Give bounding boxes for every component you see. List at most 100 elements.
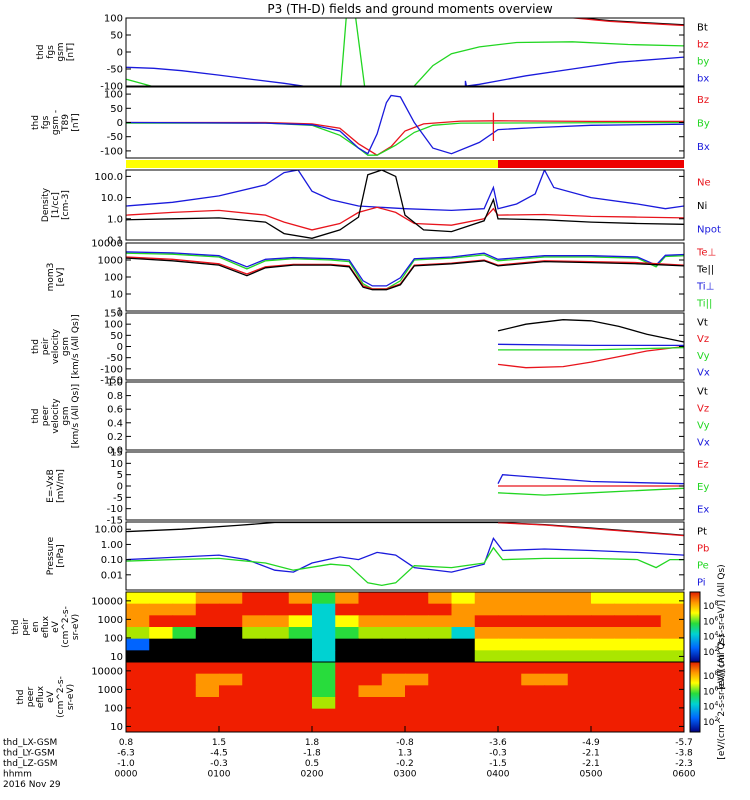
heatmap-cell — [498, 603, 522, 616]
x-axis-value: 1.8 — [305, 738, 320, 748]
y-axis-label: sr-eV) — [66, 684, 76, 710]
panel-9: 10.00 1.00 0.10 0.01 Pressure [nPa] Pt Pb Pe Pi — [46, 521, 709, 591]
heatmap-cell — [242, 662, 267, 675]
y-tick-label: 1000 — [98, 256, 123, 267]
series-line-Bz — [126, 120, 684, 156]
heatmap-cell — [312, 697, 336, 710]
y-tick-label: 0.8 — [107, 391, 123, 402]
heatmap-cell — [288, 720, 313, 732]
heatmap-cell — [381, 638, 406, 651]
heatmap-cell — [195, 650, 220, 662]
heatmap-cell — [591, 627, 615, 640]
heatmap-cell — [312, 708, 336, 721]
heatmap-cell — [567, 673, 592, 686]
heatmap-cell — [498, 685, 522, 698]
heatmap-cell — [288, 662, 313, 675]
legend-entry: bx — [697, 74, 709, 85]
heatmap-cell — [451, 720, 476, 732]
heatmap-cell — [405, 592, 429, 605]
heatmap-cell — [521, 603, 546, 616]
y-tick-label: -10 — [107, 504, 123, 515]
heatmap-cell — [335, 720, 360, 732]
heatmap-cell — [172, 662, 197, 675]
heatmap-cell — [567, 627, 592, 640]
colorbar-tick-exponent: 4 — [714, 631, 718, 638]
y-axis-label: thd — [31, 115, 41, 130]
x-axis-value: 1.5 — [212, 738, 226, 748]
y-tick-label: 10 — [110, 290, 123, 301]
heatmap-cell — [358, 627, 383, 640]
y-tick-label: -50 — [107, 353, 123, 364]
heatmap-cell — [358, 650, 383, 662]
y-axis-label: eV — [46, 690, 56, 703]
colorbar — [689, 591, 701, 663]
heatmap-cell — [219, 592, 243, 605]
heatmap-cell — [149, 638, 174, 651]
y-axis-label: Pressure — [46, 536, 56, 575]
heatmap-cell — [172, 720, 197, 732]
heatmap-cell — [567, 685, 592, 698]
heatmap-cell — [474, 685, 499, 698]
heatmap-cell — [126, 603, 150, 616]
series-line-bz — [567, 18, 684, 27]
heatmap-cell — [219, 662, 243, 675]
heatmap-cell — [660, 650, 684, 662]
x-axis-value: 0400 — [487, 770, 510, 780]
heatmap-cell — [521, 638, 546, 651]
heatmap-cell — [614, 638, 639, 651]
legend-entry: Te⊥ — [696, 248, 716, 259]
heatmap-cell — [591, 697, 615, 710]
heatmap-cell — [265, 638, 290, 651]
heatmap-cell — [242, 603, 267, 616]
heatmap-cell — [126, 685, 150, 698]
heatmap-cell — [358, 603, 383, 616]
legend-entry: Vz — [697, 334, 709, 345]
x-axis-value: 0100 — [208, 770, 231, 780]
heatmap-cell — [567, 662, 592, 675]
heatmap-cell — [428, 603, 453, 616]
heatmap-cell — [660, 638, 684, 651]
heatmap-cell — [428, 638, 453, 651]
y-tick-label: -50 — [107, 132, 123, 143]
x-axis-value: 0500 — [580, 770, 603, 780]
heatmap-cell — [591, 720, 615, 732]
heatmap-cell — [195, 685, 220, 698]
panel-7: 1.0 0.8 0.6 0.4 0.2 0.0 thd peer velocity gsm [km/… — [31, 378, 710, 457]
panel-content — [497, 474, 684, 496]
heatmap-cell — [544, 708, 569, 721]
legend-entry: Ti|| — [696, 299, 712, 310]
series-line-bx — [126, 56, 684, 86]
x-axis-value: 1.3 — [398, 749, 412, 759]
heatmap-cell — [219, 685, 243, 698]
heatmap-cell — [544, 650, 569, 662]
heatmap-cell — [428, 662, 453, 675]
heatmap-cell — [567, 615, 592, 628]
heatmap-cell — [614, 708, 639, 721]
heatmap-cell — [149, 720, 174, 732]
colorbar-label: [eV/(cm^2-s-sr-eV)] (All Qs) — [717, 564, 727, 689]
series-line-Ni — [126, 170, 684, 239]
y-tick-label: 1000 — [98, 685, 123, 696]
heatmap-cell — [219, 615, 243, 628]
legend-entry: Npot — [697, 224, 721, 235]
heatmap-cell — [126, 650, 150, 662]
y-tick-label: 0.10 — [101, 555, 123, 566]
heatmap-cell — [637, 697, 662, 710]
heatmap-cell — [614, 615, 639, 628]
y-axis-label: Density — [41, 187, 51, 222]
heatmap-cell — [405, 708, 429, 721]
heatmap-cell — [312, 650, 336, 662]
heatmap-cell — [428, 708, 453, 721]
panel-content — [126, 251, 684, 291]
heatmap-cell — [405, 697, 429, 710]
panel-content — [126, 18, 684, 86]
heatmap-cell — [614, 603, 639, 616]
heatmap-cell — [312, 592, 336, 605]
heatmap-cell — [498, 650, 522, 662]
heatmap-cell — [428, 673, 453, 686]
heatmap-cell — [474, 650, 499, 662]
legend-entry: Pe — [697, 561, 709, 572]
y-axis-label: thd — [36, 45, 46, 60]
heatmap-cell — [265, 615, 290, 628]
